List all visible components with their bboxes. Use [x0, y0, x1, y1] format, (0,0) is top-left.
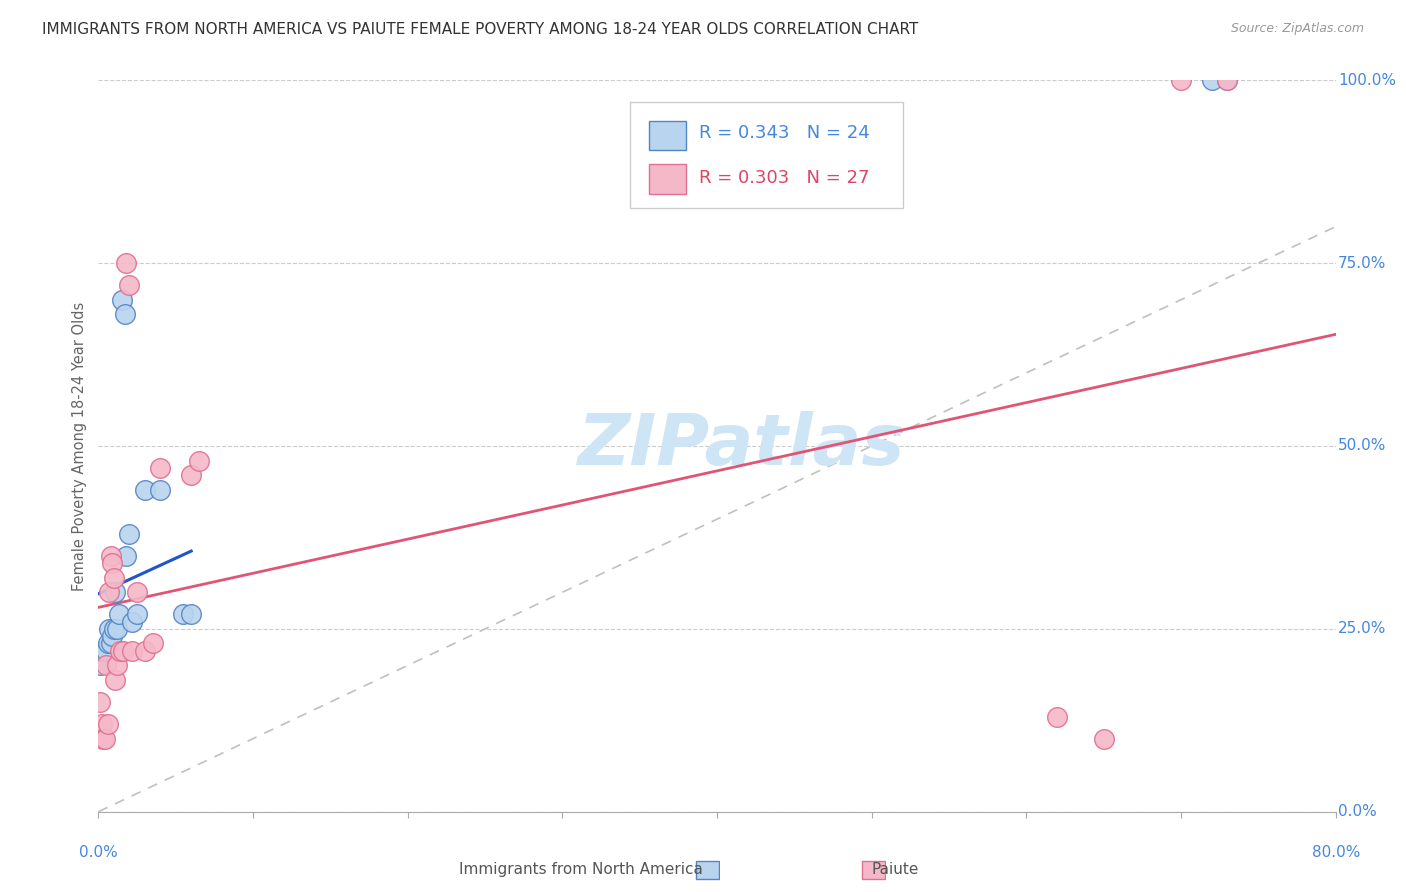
Point — [127, 607, 149, 622]
Point — [149, 483, 172, 497]
Text: 75.0%: 75.0% — [1339, 256, 1386, 270]
Point — [90, 644, 112, 658]
Text: Immigrants from North America: Immigrants from North America — [460, 863, 703, 877]
Text: R = 0.343   N = 24: R = 0.343 N = 24 — [699, 124, 869, 142]
Point — [103, 571, 125, 585]
Point — [111, 293, 132, 307]
Bar — [862, 862, 884, 880]
Text: 50.0%: 50.0% — [1339, 439, 1386, 453]
Point — [103, 622, 125, 636]
Point — [1170, 73, 1192, 87]
Text: 25.0%: 25.0% — [1339, 622, 1386, 636]
Text: R = 0.303   N = 27: R = 0.303 N = 27 — [699, 169, 869, 186]
Point — [101, 629, 124, 643]
Point — [91, 731, 114, 746]
Point — [121, 644, 143, 658]
Point — [149, 461, 172, 475]
Point — [141, 636, 165, 650]
Point — [96, 644, 118, 658]
FancyBboxPatch shape — [630, 103, 903, 209]
Point — [134, 483, 156, 497]
Bar — [650, 120, 686, 150]
Point — [100, 549, 122, 563]
Point — [118, 526, 141, 541]
Text: ZIPatlas: ZIPatlas — [578, 411, 905, 481]
Point — [89, 695, 111, 709]
Point — [98, 622, 121, 636]
Point — [91, 644, 114, 658]
Point — [115, 256, 138, 270]
Point — [101, 556, 124, 570]
Point — [134, 644, 156, 658]
Text: Paiute: Paiute — [872, 863, 920, 877]
Point — [121, 615, 143, 629]
Text: IMMIGRANTS FROM NORTH AMERICA VS PAIUTE FEMALE POVERTY AMONG 18-24 YEAR OLDS COR: IMMIGRANTS FROM NORTH AMERICA VS PAIUTE … — [42, 22, 918, 37]
Text: 0.0%: 0.0% — [79, 845, 118, 860]
Point — [93, 731, 115, 746]
Point — [104, 673, 127, 687]
Point — [115, 549, 138, 563]
Point — [107, 607, 129, 622]
Point — [180, 468, 202, 483]
Point — [1216, 73, 1239, 87]
Point — [180, 607, 202, 622]
Point — [1046, 709, 1069, 723]
Bar — [650, 164, 686, 194]
Text: 0.0%: 0.0% — [1339, 805, 1376, 819]
Point — [172, 607, 194, 622]
Text: 100.0%: 100.0% — [1339, 73, 1396, 87]
Point — [118, 278, 141, 293]
Point — [188, 453, 211, 467]
Point — [89, 658, 111, 673]
Bar — [696, 862, 718, 880]
Point — [1216, 73, 1239, 87]
Text: Source: ZipAtlas.com: Source: ZipAtlas.com — [1230, 22, 1364, 36]
Point — [97, 636, 120, 650]
Point — [104, 585, 127, 599]
Point — [97, 717, 120, 731]
Text: 80.0%: 80.0% — [1312, 845, 1360, 860]
Point — [98, 585, 121, 599]
Y-axis label: Female Poverty Among 18-24 Year Olds: Female Poverty Among 18-24 Year Olds — [72, 301, 87, 591]
Point — [96, 658, 118, 673]
Point — [114, 307, 136, 321]
Point — [105, 622, 128, 636]
Point — [100, 636, 122, 650]
Point — [90, 717, 112, 731]
Point — [1092, 731, 1115, 746]
Point — [112, 644, 135, 658]
Point — [105, 658, 128, 673]
Point — [108, 644, 131, 658]
Point — [127, 585, 149, 599]
Point — [1201, 73, 1223, 87]
